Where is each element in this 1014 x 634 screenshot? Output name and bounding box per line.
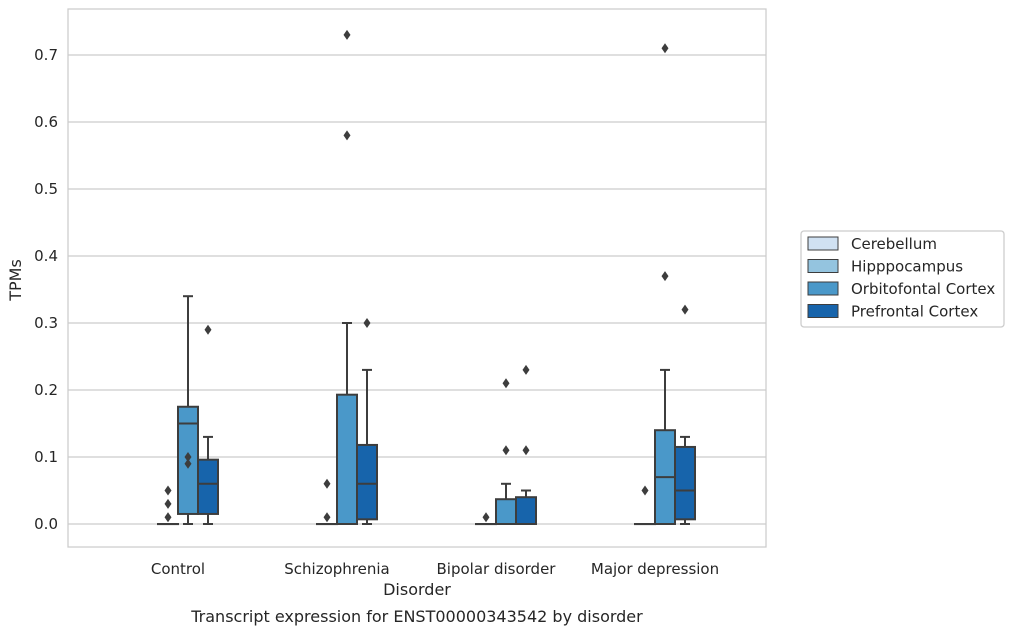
x-tick-label: Bipolar disorder — [437, 560, 557, 578]
box-orbitofontal-cortex — [654, 43, 676, 526]
box-hipppocampus — [475, 512, 497, 526]
x-tick-labels: Control Schizophrenia Bipolar disorder Majo… — [151, 560, 719, 578]
outlier-marker — [323, 512, 331, 523]
y-tick-label: 0.3 — [34, 314, 58, 332]
y-tick-label: 0.7 — [34, 46, 58, 64]
box-prefrontal-cortex — [515, 364, 537, 526]
box-hipppocampus — [316, 478, 338, 526]
legend-label: Prefrontal Cortex — [851, 303, 978, 321]
box-prefrontal-cortex — [197, 324, 219, 525]
box-prefrontal-cortex — [356, 318, 378, 525]
box-hipppocampus — [634, 485, 656, 526]
box-hipppocampus — [157, 485, 179, 526]
x-tick-label: Control — [151, 560, 205, 578]
outlier-marker — [204, 324, 212, 335]
outlier-marker — [502, 378, 510, 389]
outlier-marker — [681, 304, 689, 315]
box-orbitofontal-cortex — [177, 295, 199, 525]
y-tick-label: 0.4 — [34, 247, 58, 265]
outlier-marker — [482, 512, 490, 523]
box-rect — [495, 498, 517, 525]
outlier-marker — [522, 364, 530, 375]
outlier-marker — [323, 478, 331, 489]
legend: Cerebellum Hipppocampus Orbitofontal Corte… — [800, 230, 1005, 328]
plot-frame — [67, 8, 767, 548]
outlier-marker — [522, 445, 530, 456]
y-tick-label: 0.0 — [34, 515, 58, 533]
outlier-marker — [661, 271, 669, 282]
y-tick-label: 0.6 — [34, 113, 58, 131]
outlier-marker — [363, 318, 371, 328]
box-rect — [336, 393, 358, 525]
y-axis-label: TPMs — [6, 259, 25, 302]
y-tick-labels: 0.0 0.1 0.2 0.3 0.4 0.5 0.6 0.7 — [34, 46, 58, 533]
outlier-marker — [164, 512, 172, 523]
box-orbitofontal-cortex — [495, 378, 517, 525]
x-axis-label: Disorder — [383, 580, 451, 599]
y-tick-label: 0.1 — [34, 448, 58, 466]
y-tick-label: 0.5 — [34, 180, 58, 198]
box-prefrontal-cortex — [674, 304, 696, 525]
box-rect — [674, 445, 696, 521]
outlier-marker — [343, 130, 351, 141]
legend-label: Hipppocampus — [851, 258, 963, 276]
legend-swatch — [807, 304, 839, 318]
y-tick-label: 0.2 — [34, 381, 58, 399]
outlier-marker — [502, 445, 510, 456]
legend-swatch — [807, 236, 839, 251]
chart-caption: Transcript expression for ENST0000034354… — [190, 607, 643, 626]
legend-swatch — [807, 281, 839, 296]
box-orbitofontal-cortex — [336, 29, 358, 525]
legend-label: Cerebellum — [851, 235, 937, 253]
legend-label: Orbitofontal Cortex — [851, 280, 995, 298]
legend-swatch — [807, 259, 839, 273]
outlier-marker — [641, 485, 649, 496]
x-tick-label: Schizophrenia — [284, 560, 389, 578]
outlier-marker — [661, 43, 669, 54]
x-tick-label: Major depression — [591, 560, 719, 578]
box-rect — [356, 443, 378, 521]
outlier-marker — [343, 29, 351, 40]
outlier-marker — [184, 452, 192, 462]
box-rect — [197, 458, 219, 515]
outlier-marker — [164, 498, 172, 509]
outlier-marker — [164, 485, 172, 496]
box-rect — [515, 496, 537, 526]
legend-frame — [800, 230, 1005, 328]
box-groups — [157, 29, 696, 526]
outlier-marker — [184, 458, 192, 469]
